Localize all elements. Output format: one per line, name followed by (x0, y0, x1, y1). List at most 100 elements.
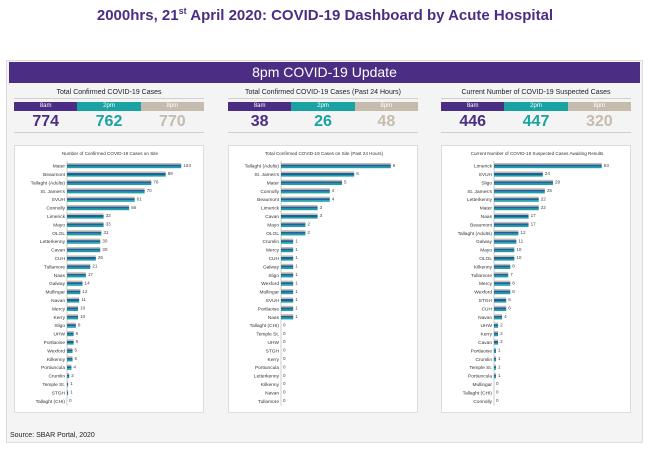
bar-8pm (494, 163, 602, 165)
bar-8pm (494, 280, 511, 283)
bar-confirmed (67, 290, 81, 293)
bar-confirmed (67, 374, 70, 377)
bar-8pm (67, 238, 101, 241)
category-label: Crumlin (262, 239, 279, 245)
data-label: 1 (70, 381, 73, 386)
data-label: 53 (604, 163, 610, 168)
category-label: STGH (479, 298, 493, 304)
bar-2pm (494, 284, 511, 286)
data-label: 1 (295, 255, 298, 260)
category-label: Portiuncula (41, 365, 65, 371)
bar-2pm (67, 359, 73, 362)
data-label: 1 (295, 280, 298, 285)
time-label-2pm: 2pm (504, 102, 568, 111)
page-title: 2000hrs, 21st April 2020: COVID-19 Dashb… (96, 6, 554, 24)
data-label: 17 (531, 222, 537, 227)
data-label: 9 (393, 163, 396, 168)
time-label-8pm: 8pm (354, 102, 418, 111)
category-label: Naas (481, 214, 493, 220)
data-label: 1 (498, 356, 501, 361)
bar-2pm (494, 351, 497, 353)
bar-8pm (281, 263, 294, 266)
bar-8pm (494, 247, 515, 249)
category-label: Beaumont (470, 222, 493, 228)
bar-2pm (67, 376, 70, 379)
bar-2pm (281, 292, 294, 295)
bar-2pm (494, 233, 519, 236)
bar-confirmed (494, 240, 517, 243)
bar-2pm (494, 242, 517, 244)
category-label: Wexford (47, 348, 65, 354)
data-label: 25 (547, 188, 553, 193)
bar-confirmed (67, 341, 74, 343)
bar-8pm (67, 364, 72, 367)
bar-confirmed (281, 231, 306, 234)
category-label: Crumlin (475, 357, 492, 363)
category-label: SVUH (266, 298, 280, 304)
data-label: 4 (504, 314, 507, 319)
category-label: Portlaoise (44, 340, 66, 346)
category-label: UHW (54, 332, 66, 338)
bar-8pm (494, 196, 539, 199)
data-label: 6 (356, 171, 359, 176)
panel-title: Current Number of COVID-19 Suspected Cas… (441, 87, 631, 99)
bar-confirmed (494, 173, 543, 175)
bar-8pm (494, 314, 503, 316)
bar-confirmed (67, 324, 76, 327)
bar-confirmed (281, 206, 318, 209)
bar-confirmed (494, 198, 539, 201)
bar-8pm (494, 263, 511, 266)
category-label: SVUH (52, 197, 66, 203)
bar-8pm (494, 339, 499, 341)
data-label: 6 (508, 297, 511, 302)
bar-confirmed (281, 248, 294, 251)
bar-8pm (67, 221, 104, 224)
bar-2pm (281, 200, 330, 202)
bar-2pm (67, 309, 79, 311)
bar-confirmed (281, 290, 294, 293)
bar-2pm (494, 175, 543, 177)
category-label: Tallaght (CHI) (250, 323, 280, 329)
data-label: 12 (520, 230, 526, 235)
bar-2pm (67, 292, 81, 295)
bar-2pm (67, 326, 76, 328)
bar-confirmed (67, 223, 104, 226)
data-label: 31 (103, 230, 109, 235)
bar-8pm (494, 289, 511, 291)
data-label: 1 (295, 289, 298, 294)
category-label: STGH (266, 348, 280, 354)
bar-confirmed (494, 299, 507, 301)
past-24h-chart: Total Confirmed COVID-19 Cases on Site (… (228, 145, 418, 413)
bar-8pm (281, 255, 294, 257)
bar-8pm (67, 263, 91, 266)
bar-8pm (67, 247, 101, 249)
bar-8pm (281, 205, 318, 207)
bar-2pm (494, 359, 497, 362)
bar-confirmed (281, 198, 330, 201)
category-label: Tallaght (Adults) (31, 180, 66, 186)
bar-2pm (494, 250, 515, 253)
category-label: Portiuncula (468, 374, 492, 380)
data-label: 8 (512, 264, 515, 269)
bar-8pm (281, 196, 330, 199)
bar-2pm (494, 208, 539, 211)
bar-2pm (67, 343, 74, 345)
bar-2pm (67, 284, 83, 286)
data-label: 76 (153, 180, 159, 185)
bar-8pm (67, 205, 130, 207)
data-label: 7 (510, 272, 513, 277)
bar-8pm (281, 221, 306, 224)
bar-8pm (281, 247, 294, 249)
time-label-8am: 8am (441, 102, 505, 111)
data-label: 2 (307, 222, 310, 227)
bar-2pm (67, 301, 80, 303)
bar-confirmed (67, 173, 166, 175)
bar-2pm (67, 175, 166, 177)
bar-confirmed (494, 315, 503, 318)
bar-8pm (494, 347, 497, 350)
bar-2pm (494, 191, 545, 194)
category-label: Mayo (53, 222, 65, 228)
data-label: 0 (283, 339, 286, 344)
category-label: Kilkenny (47, 357, 66, 363)
data-label: 0 (283, 390, 286, 395)
